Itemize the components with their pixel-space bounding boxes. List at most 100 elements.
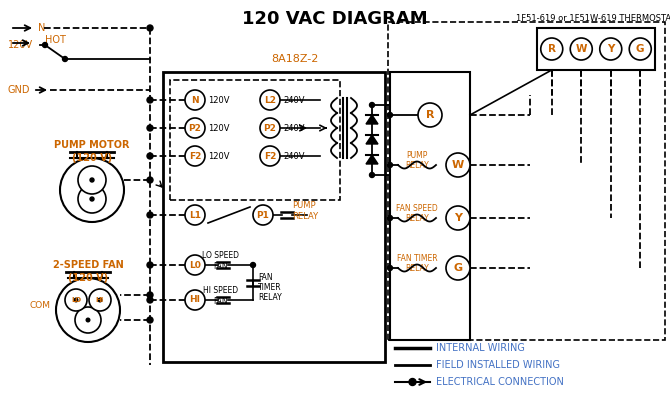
Text: GND: GND bbox=[8, 85, 31, 95]
Circle shape bbox=[600, 38, 622, 60]
Circle shape bbox=[185, 90, 205, 110]
Circle shape bbox=[541, 38, 563, 60]
Circle shape bbox=[62, 57, 68, 62]
Circle shape bbox=[147, 212, 153, 218]
Text: L2: L2 bbox=[264, 96, 276, 104]
Text: P2: P2 bbox=[188, 124, 202, 132]
Text: N: N bbox=[191, 96, 199, 104]
Bar bbox=[390, 72, 470, 340]
Circle shape bbox=[387, 266, 393, 271]
Text: F2: F2 bbox=[189, 152, 201, 160]
Text: L0: L0 bbox=[189, 261, 201, 269]
Circle shape bbox=[60, 158, 124, 222]
Text: 120V: 120V bbox=[208, 124, 230, 132]
Text: R: R bbox=[548, 44, 555, 54]
Text: PUMP
RELAY: PUMP RELAY bbox=[292, 201, 318, 221]
Circle shape bbox=[65, 289, 87, 311]
Text: 240V: 240V bbox=[283, 96, 304, 104]
Circle shape bbox=[147, 125, 153, 131]
Text: FAN TIMER
RELAY: FAN TIMER RELAY bbox=[397, 254, 438, 274]
Circle shape bbox=[90, 178, 94, 182]
Circle shape bbox=[75, 307, 101, 333]
Circle shape bbox=[42, 42, 48, 47]
Circle shape bbox=[185, 118, 205, 138]
Circle shape bbox=[185, 255, 205, 275]
Circle shape bbox=[253, 205, 273, 225]
Text: 120V: 120V bbox=[208, 96, 230, 104]
Circle shape bbox=[56, 278, 120, 342]
Circle shape bbox=[369, 103, 375, 108]
Text: LO: LO bbox=[71, 297, 81, 303]
Circle shape bbox=[446, 256, 470, 280]
Circle shape bbox=[90, 197, 94, 201]
Text: LO SPEED
FAN: LO SPEED FAN bbox=[202, 251, 239, 271]
Polygon shape bbox=[366, 135, 378, 144]
Bar bbox=[163, 72, 385, 362]
Text: FAN
TIMER
RELAY: FAN TIMER RELAY bbox=[258, 273, 282, 303]
Circle shape bbox=[147, 317, 153, 323]
Text: G: G bbox=[636, 44, 645, 54]
Circle shape bbox=[387, 163, 393, 168]
Circle shape bbox=[446, 153, 470, 177]
Text: W: W bbox=[576, 44, 587, 54]
Circle shape bbox=[185, 290, 205, 310]
Circle shape bbox=[409, 378, 416, 385]
Text: P1: P1 bbox=[257, 210, 269, 220]
Text: 120 VAC DIAGRAM: 120 VAC DIAGRAM bbox=[242, 10, 428, 28]
Text: 8A18Z-2: 8A18Z-2 bbox=[271, 54, 319, 64]
Text: 1F51-619 or 1F51W-619 THERMOSTAT: 1F51-619 or 1F51W-619 THERMOSTAT bbox=[517, 14, 670, 23]
Text: HI: HI bbox=[190, 295, 200, 305]
Text: W: W bbox=[452, 160, 464, 170]
Text: P2: P2 bbox=[263, 124, 277, 132]
Text: ELECTRICAL CONNECTION: ELECTRICAL CONNECTION bbox=[436, 377, 564, 387]
Text: FAN SPEED
RELAY: FAN SPEED RELAY bbox=[396, 204, 438, 223]
Bar bbox=[388, 22, 665, 340]
Text: 120V: 120V bbox=[8, 40, 33, 50]
Text: COM: COM bbox=[29, 300, 50, 310]
Circle shape bbox=[260, 146, 280, 166]
Text: F2: F2 bbox=[264, 152, 276, 160]
Text: G: G bbox=[454, 263, 462, 273]
Circle shape bbox=[98, 298, 102, 302]
Circle shape bbox=[570, 38, 592, 60]
Text: R: R bbox=[425, 110, 434, 120]
Circle shape bbox=[147, 97, 153, 103]
Circle shape bbox=[185, 205, 205, 225]
Circle shape bbox=[185, 146, 205, 166]
Circle shape bbox=[86, 318, 90, 322]
Text: 240V: 240V bbox=[283, 152, 304, 160]
Text: FIELD INSTALLED WIRING: FIELD INSTALLED WIRING bbox=[436, 360, 560, 370]
Circle shape bbox=[147, 177, 153, 183]
Circle shape bbox=[147, 297, 153, 303]
Circle shape bbox=[147, 292, 153, 298]
Circle shape bbox=[251, 262, 255, 267]
Circle shape bbox=[387, 215, 393, 220]
Text: HI SPEED
FAN: HI SPEED FAN bbox=[204, 286, 239, 306]
Circle shape bbox=[147, 153, 153, 159]
Text: Y: Y bbox=[607, 44, 614, 54]
Text: HOT: HOT bbox=[45, 35, 66, 45]
Circle shape bbox=[78, 185, 106, 213]
Circle shape bbox=[147, 25, 153, 31]
Circle shape bbox=[446, 206, 470, 230]
Polygon shape bbox=[366, 115, 378, 124]
Text: L1: L1 bbox=[189, 210, 201, 220]
Circle shape bbox=[78, 166, 106, 194]
Text: Y: Y bbox=[454, 213, 462, 223]
Circle shape bbox=[260, 118, 280, 138]
Text: N: N bbox=[38, 23, 46, 33]
Circle shape bbox=[387, 112, 393, 117]
Text: 240V: 240V bbox=[283, 124, 304, 132]
Bar bbox=[537, 28, 655, 70]
Circle shape bbox=[89, 289, 111, 311]
Circle shape bbox=[369, 173, 375, 178]
Bar bbox=[170, 80, 340, 200]
Circle shape bbox=[147, 262, 153, 268]
Circle shape bbox=[418, 103, 442, 127]
Text: INTERNAL WIRING: INTERNAL WIRING bbox=[436, 343, 525, 353]
Circle shape bbox=[629, 38, 651, 60]
Circle shape bbox=[74, 298, 78, 302]
Text: PUMP MOTOR
(120 V): PUMP MOTOR (120 V) bbox=[54, 140, 130, 163]
Text: HI: HI bbox=[96, 297, 104, 303]
Text: PUMP
RELAY: PUMP RELAY bbox=[405, 151, 429, 171]
